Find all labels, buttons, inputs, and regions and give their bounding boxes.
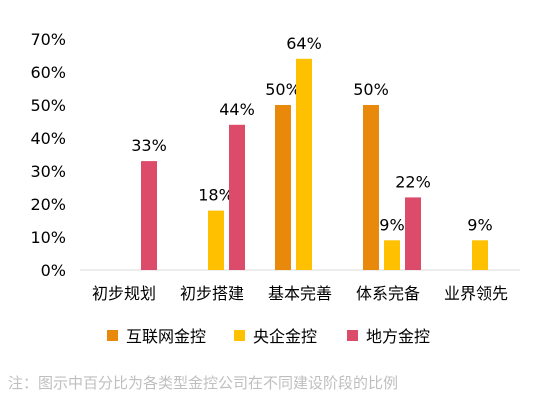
data-label: 33% <box>131 136 167 155</box>
footnote: 注：图示中百分比为各类型金控公司在不同建设阶段的比例 <box>8 374 399 392</box>
y-tick-label: 50% <box>30 96 66 115</box>
data-label: 50% <box>265 80 301 99</box>
y-axis: 0% 10% 20% 30% 40% 50% 60% 70% <box>30 30 66 280</box>
bar-3-4 <box>405 197 421 270</box>
y-tick-label: 10% <box>30 228 66 247</box>
bars: 33% 18% 44% 50% 64% 50% 9% 22% 9% <box>131 34 493 270</box>
legend-label: 地方金控 <box>366 327 430 346</box>
x-axis-labels: 初步规划 初步搭建 基本完善 体系完备 业界领先 <box>92 284 508 303</box>
x-category-label: 体系完备 <box>356 284 420 303</box>
bar-1-3 <box>275 105 291 270</box>
data-label: 18% <box>198 186 234 205</box>
x-category-label: 初步规划 <box>92 284 156 303</box>
data-label: 50% <box>353 80 389 99</box>
data-label: 22% <box>395 172 431 191</box>
bar-3-2 <box>229 124 245 270</box>
y-tick-label: 0% <box>41 261 66 280</box>
bar-2-3 <box>296 58 312 270</box>
x-category-label: 初步搭建 <box>180 284 244 303</box>
x-category-label: 业界领先 <box>444 284 508 303</box>
data-label: 9% <box>467 215 492 234</box>
y-tick-label: 20% <box>30 195 66 214</box>
legend-swatch <box>234 330 245 341</box>
bar-1-4 <box>363 105 379 270</box>
bar-3-1 <box>141 161 157 270</box>
legend: 互联网金控 央企金控 地方金控 <box>107 327 430 346</box>
x-category-label: 基本完善 <box>268 284 332 303</box>
y-tick-label: 60% <box>30 63 66 82</box>
y-tick-label: 70% <box>30 30 66 49</box>
bar-2-2 <box>208 210 224 270</box>
data-label: 44% <box>219 100 255 119</box>
bar-chart: 0% 10% 20% 30% 40% 50% 60% 70% 33% 18% 44% 50% 64% 5… <box>30 30 520 346</box>
y-tick-label: 30% <box>30 162 66 181</box>
legend-swatch <box>347 330 358 341</box>
legend-label: 互联网金控 <box>126 327 206 346</box>
data-label: 9% <box>379 215 404 234</box>
data-label: 64% <box>286 34 322 53</box>
legend-swatch <box>107 330 118 341</box>
bar-2-5 <box>472 240 488 270</box>
bar-2-4 <box>384 240 400 270</box>
y-tick-label: 40% <box>30 129 66 148</box>
legend-label: 央企金控 <box>253 327 317 346</box>
